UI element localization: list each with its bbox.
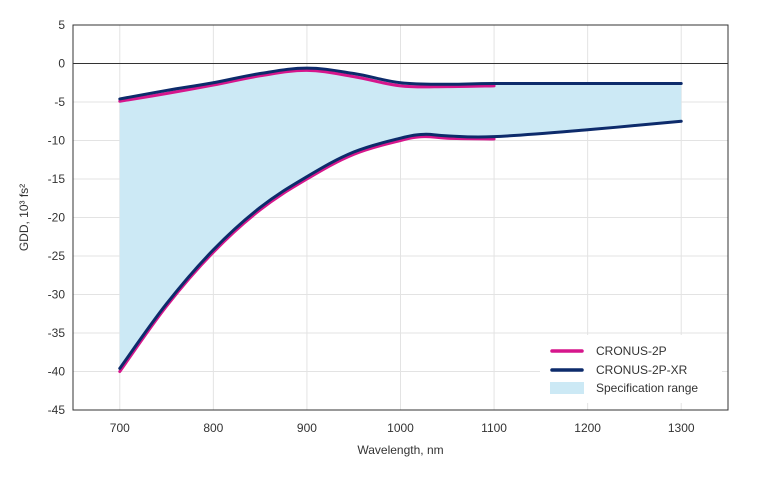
y-axis-label: GDD, 10³ fs² bbox=[17, 184, 31, 251]
legend-label-cronus-2p: CRONUS-2P bbox=[596, 344, 667, 358]
series-line-cronus-2p-xr-lower bbox=[118, 119, 683, 370]
y-tick-labels: 5 0 -5 -10 -15 -20 -25 -30 -35 -40 -45 bbox=[48, 18, 66, 417]
legend-swatch-specification-range bbox=[550, 382, 584, 394]
x-tick-labels: 700 800 900 1000 1100 1200 1300 bbox=[110, 421, 695, 435]
y-tick-label: 5 bbox=[58, 18, 65, 32]
specification-range-fill bbox=[119, 68, 682, 369]
series-line-cronus-2p-upper bbox=[118, 68, 496, 103]
y-tick-label: -25 bbox=[48, 249, 66, 263]
y-tick-label: -30 bbox=[48, 288, 66, 302]
y-tick-label: -20 bbox=[48, 211, 66, 225]
x-axis-label: Wavelength, nm bbox=[357, 443, 443, 457]
x-tick-label: 1000 bbox=[387, 421, 414, 435]
y-tick-label: -35 bbox=[48, 326, 66, 340]
series-lines bbox=[118, 66, 683, 373]
series-line-cronus-2p-xr-upper bbox=[118, 66, 683, 101]
x-tick-label: 900 bbox=[297, 421, 317, 435]
legend-label-specification-range: Specification range bbox=[596, 381, 698, 395]
y-tick-label: -10 bbox=[48, 134, 66, 148]
y-tick-label: -45 bbox=[48, 403, 66, 417]
x-tick-label: 800 bbox=[203, 421, 223, 435]
y-tick-label: -15 bbox=[48, 172, 66, 186]
plot-frame bbox=[72, 24, 729, 411]
y-tick-label: -5 bbox=[54, 95, 65, 109]
legend: CRONUS-2P CRONUS-2P-XR Specification ran… bbox=[540, 335, 722, 403]
x-tick-label: 1300 bbox=[668, 421, 695, 435]
x-tick-label: 1100 bbox=[481, 421, 507, 435]
legend-label-cronus-2p-xr: CRONUS-2P-XR bbox=[596, 363, 688, 377]
x-tick-label: 700 bbox=[110, 421, 130, 435]
x-tick-label: 1200 bbox=[574, 421, 601, 435]
y-tick-label: -40 bbox=[48, 365, 66, 379]
specification-range-area bbox=[119, 68, 682, 369]
y-tick-label: 0 bbox=[58, 57, 65, 71]
